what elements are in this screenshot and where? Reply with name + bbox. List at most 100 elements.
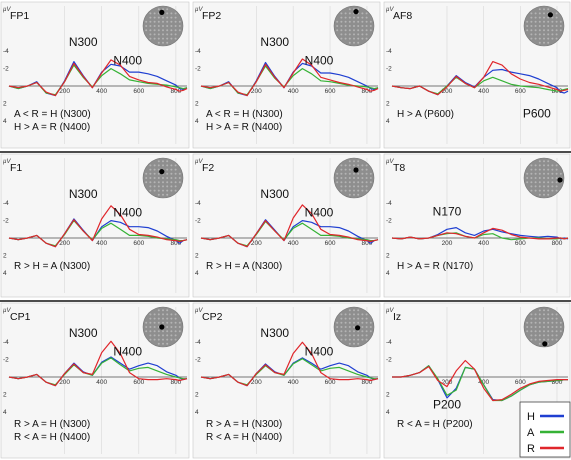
- electrode-site: [149, 16, 152, 19]
- electrode-site: [157, 160, 160, 163]
- electrode-site: [357, 37, 360, 40]
- electrode-site: [543, 172, 545, 175]
- electrode-site: [538, 334, 541, 337]
- electrode-site: [555, 181, 558, 184]
- head-map-icon: [142, 157, 184, 199]
- electrode-site: [538, 37, 541, 40]
- electrode-site: [357, 181, 360, 184]
- electrode-site: [543, 20, 545, 23]
- electrode-site: [162, 177, 164, 179]
- electrode-site: [174, 164, 177, 167]
- component-label: N300: [260, 187, 289, 201]
- electrode-site: [547, 25, 550, 27]
- electrode-site: [538, 168, 541, 171]
- electrode-site: [157, 164, 160, 167]
- electrode-site: [555, 334, 558, 337]
- electrode-label: AF8: [393, 10, 412, 22]
- x-tick-label: 400: [288, 379, 299, 386]
- electrode-site: [534, 164, 537, 167]
- electrode-site: [551, 168, 554, 171]
- y-tick-label: -2: [3, 66, 9, 73]
- electrode-site: [361, 334, 364, 337]
- electrode-site: [166, 309, 169, 312]
- x-tick-label: 800: [170, 240, 181, 247]
- electrode-site: [526, 181, 529, 184]
- electrode-site: [344, 181, 347, 184]
- electrode-site: [170, 172, 173, 175]
- electrode-site: [543, 12, 545, 15]
- electrode-site: [170, 321, 173, 324]
- component-label: N400: [305, 53, 334, 67]
- electrode-site: [543, 313, 545, 316]
- electrode-site: [530, 338, 533, 341]
- y-tick-label: 4: [3, 409, 7, 416]
- electrode-site: [153, 189, 156, 192]
- electrode-site: [162, 309, 164, 312]
- electrode-site: [170, 164, 173, 167]
- electrode-site: [344, 330, 347, 333]
- electrode-site: [353, 20, 355, 23]
- electrode-site: [526, 25, 529, 27]
- legend: HAR: [519, 401, 571, 458]
- electrode-site: [149, 334, 152, 337]
- electrode-site: [353, 164, 355, 167]
- electrode-site: [357, 338, 360, 341]
- electrode-site: [340, 185, 343, 188]
- x-tick-label: 200: [251, 88, 262, 95]
- electrode-site: [353, 330, 355, 333]
- y-tick-label: 2: [386, 100, 390, 107]
- electrode-site: [551, 20, 554, 23]
- electrode-site: [353, 309, 355, 312]
- y-tick-label: 4: [195, 409, 199, 416]
- x-tick-label: 200: [442, 379, 453, 386]
- electrode-site: [547, 168, 550, 171]
- electrode-site: [547, 181, 550, 184]
- electrode-site: [340, 338, 343, 341]
- electrode-site: [534, 168, 537, 171]
- electrode-site: [357, 164, 360, 167]
- electrode-site: [340, 29, 343, 32]
- electrode-site: [353, 25, 355, 27]
- y-tick-label: -4: [386, 200, 392, 207]
- electrode-site: [526, 177, 529, 179]
- x-tick-label: 600: [133, 379, 144, 386]
- y-tick-label: -4: [195, 339, 201, 346]
- electrode-site: [336, 177, 339, 179]
- electrode-site: [530, 20, 533, 23]
- x-tick-label: 800: [552, 240, 563, 247]
- unit-label: µV: [3, 159, 11, 165]
- electrode-site: [149, 37, 152, 40]
- electrode-site: [157, 41, 160, 44]
- electrode-site: [365, 185, 368, 188]
- component-label: P600: [523, 106, 551, 120]
- electrode-site: [361, 25, 364, 27]
- electrode-site: [348, 321, 351, 324]
- electrode-site: [538, 185, 541, 188]
- electrode-site: [149, 181, 152, 184]
- electrode-site: [369, 177, 372, 179]
- y-tick-label: -4: [3, 339, 9, 346]
- electrode-site: [149, 33, 152, 36]
- electrode-site: [526, 20, 529, 23]
- y-tick-label: -2: [3, 357, 9, 364]
- electrode-site: [174, 317, 177, 320]
- electrode-site: [174, 326, 177, 328]
- electrode-site: [348, 326, 351, 328]
- electrode-site: [551, 177, 554, 179]
- electrode-site: [348, 25, 351, 27]
- electrode-site: [543, 338, 545, 341]
- electrode-site: [145, 326, 148, 328]
- y-tick-label: -2: [386, 357, 392, 364]
- electrode-site: [340, 189, 343, 192]
- selected-electrode-marker: [542, 341, 548, 347]
- electrode-site: [153, 33, 156, 36]
- electrode-site: [344, 321, 347, 324]
- electrode-site: [551, 25, 554, 27]
- electrode-site: [348, 313, 351, 316]
- electrode-site: [526, 330, 529, 333]
- electrode-site: [153, 29, 156, 32]
- component-label: N170: [433, 204, 462, 218]
- y-tick-label: -4: [3, 200, 9, 207]
- electrode-site: [166, 313, 169, 316]
- trace-r: [8, 340, 188, 387]
